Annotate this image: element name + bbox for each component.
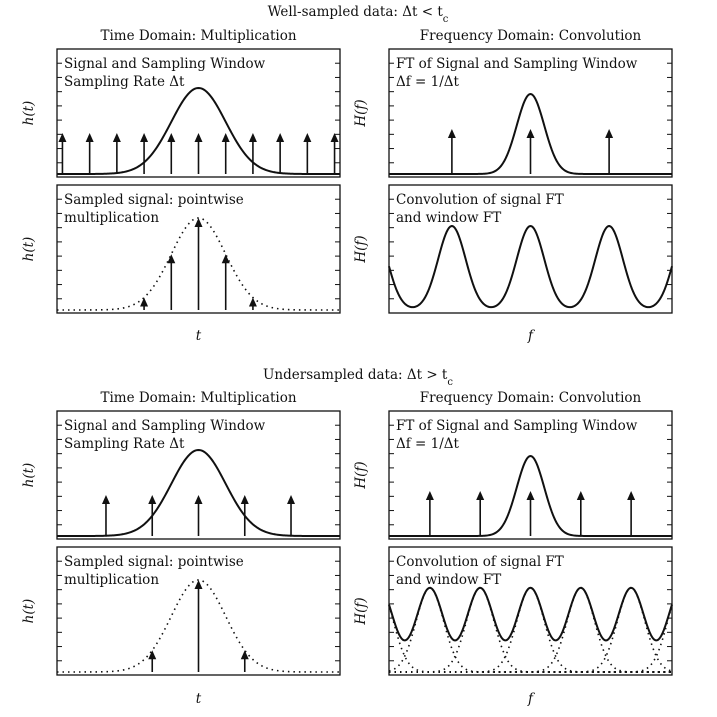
sampled-arrow-head	[194, 218, 203, 227]
sampling-arrow-head	[221, 133, 230, 142]
freq-bottom-panel	[388, 184, 673, 314]
freq-bottom-text-line: and window FT	[396, 210, 501, 226]
freq-top-text-line: Δf = 1/Δt	[396, 74, 460, 90]
aliased-copy	[389, 587, 672, 673]
sampled-arrow-head	[240, 650, 249, 660]
sampling-arrow-head	[303, 133, 312, 142]
time-bottom-text-line: Sampled signal: pointwise	[64, 192, 244, 208]
freq-bottom-panel	[388, 546, 673, 676]
freq-bottom-text-line: Convolution of signal FT	[396, 554, 564, 570]
sampling-arrow-head	[240, 495, 249, 504]
freq-top-ylabel: H(f)	[353, 461, 369, 489]
sampled-arrow-head	[167, 254, 176, 264]
freq-column-title: Frequency Domain: Convolution	[420, 390, 642, 406]
time-bottom-panel	[56, 546, 341, 676]
section-undersampled: Undersampled data: Δt > tc Time Domain: M…	[21, 367, 673, 707]
sampled-arrow-head	[221, 254, 230, 264]
time-bottom-text-line: multiplication	[64, 210, 159, 226]
sampling-arrow-head	[112, 133, 121, 142]
time-xlabel: t	[196, 691, 202, 707]
aliased-copy	[389, 605, 673, 673]
window-ft-arrow-head	[605, 129, 614, 138]
signal-ft-curve	[389, 92, 672, 175]
freq-top-panel	[388, 48, 673, 178]
time-bottom-text-line: multiplication	[64, 572, 159, 588]
freq-bottom-ylabel: H(f)	[353, 235, 369, 263]
time-bottom-text-line: Sampled signal: pointwise	[64, 554, 244, 570]
signal-curve	[57, 448, 340, 537]
aliased-copy	[388, 605, 672, 673]
aliased-copy	[389, 587, 673, 673]
window-ft-arrow-head	[526, 129, 535, 138]
sampling-arrow-head	[330, 133, 339, 142]
sampled-arrow-head	[148, 650, 157, 660]
sampling-arrow-head	[287, 495, 296, 504]
freq-xlabel: f	[527, 691, 535, 707]
signal-ft-curve	[389, 454, 672, 537]
time-top-text-line: Signal and Sampling Window	[64, 418, 266, 434]
window-ft-arrow-head	[627, 491, 636, 500]
freq-top-text-line: Δf = 1/Δt	[396, 436, 460, 452]
signal-curve	[57, 86, 340, 175]
freq-top-text-line: FT of Signal and Sampling Window	[396, 56, 638, 72]
convolution-curve	[388, 224, 673, 309]
window-ft-arrow-head	[447, 129, 456, 138]
time-bottom-ylabel: h(t)	[21, 237, 37, 262]
section-title: Undersampled data: Δt > tc	[263, 367, 453, 388]
time-top-panel	[56, 410, 341, 540]
time-bottom-panel	[56, 184, 341, 314]
sampled-arrow-head	[194, 580, 203, 589]
section-well-sampled: Well-sampled data: Δt < tc Time Domain: M…	[21, 4, 673, 344]
section-title: Well-sampled data: Δt < tc	[268, 4, 449, 25]
window-ft-arrow-head	[425, 491, 434, 500]
sampling-arrow-head	[194, 495, 203, 504]
window-ft-arrow-head	[526, 491, 535, 500]
freq-top-text-line: FT of Signal and Sampling Window	[396, 418, 638, 434]
aliased-copy	[388, 587, 672, 673]
time-bottom-ylabel: h(t)	[21, 599, 37, 624]
sampling-arrow-head	[140, 133, 149, 142]
freq-top-panel	[388, 410, 673, 540]
aliased-copy	[389, 587, 672, 673]
convolution-curve	[388, 586, 673, 642]
freq-top-ylabel: H(f)	[353, 99, 369, 127]
time-column-title: Time Domain: Multiplication	[100, 390, 296, 406]
window-ft-arrow-head	[576, 491, 585, 500]
aliased-copy	[389, 587, 672, 673]
freq-bottom-text-line: and window FT	[396, 572, 501, 588]
sampling-arrow-head	[194, 133, 203, 142]
freq-bottom-ylabel: H(f)	[353, 597, 369, 625]
time-top-text-line: Sampling Rate Δt	[64, 74, 185, 90]
sampling-arrow-head	[58, 133, 67, 142]
sampling-arrow-head	[276, 133, 285, 142]
sampling-arrow-head	[101, 495, 110, 504]
sampling-arrow-head	[85, 133, 94, 142]
window-ft-arrow-head	[476, 491, 485, 500]
sampling-arrow-head	[167, 133, 176, 142]
time-top-panel	[56, 48, 341, 178]
sampling-arrow-head	[148, 495, 157, 504]
time-top-text-line: Sampling Rate Δt	[64, 436, 185, 452]
sampling-arrow-head	[248, 133, 257, 142]
freq-column-title: Frequency Domain: Convolution	[420, 28, 642, 44]
sampled-arrow-head	[140, 297, 149, 307]
time-column-title: Time Domain: Multiplication	[100, 28, 296, 44]
sampled-arrow-head	[248, 297, 257, 307]
time-xlabel: t	[196, 328, 202, 344]
freq-bottom-text-line: Convolution of signal FT	[396, 192, 564, 208]
time-top-ylabel: h(t)	[21, 463, 37, 488]
time-top-text-line: Signal and Sampling Window	[64, 56, 266, 72]
freq-xlabel: f	[527, 328, 535, 344]
time-top-ylabel: h(t)	[21, 101, 37, 126]
